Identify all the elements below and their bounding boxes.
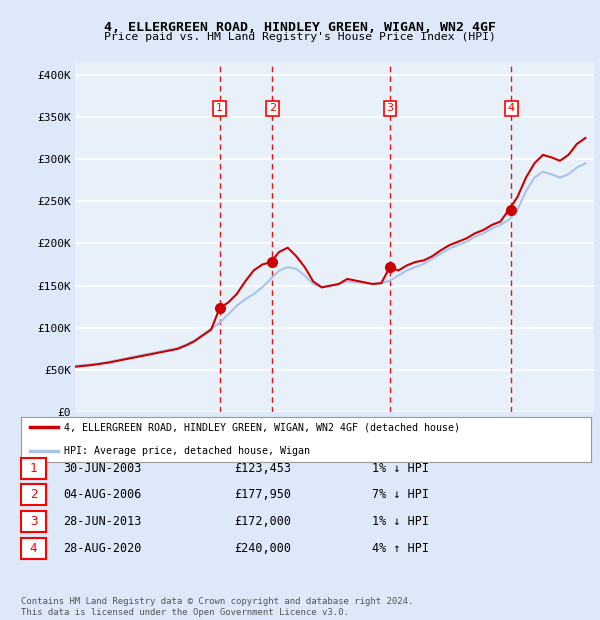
Text: 3: 3 [30, 515, 37, 528]
Text: £240,000: £240,000 [234, 542, 291, 554]
Text: Price paid vs. HM Land Registry's House Price Index (HPI): Price paid vs. HM Land Registry's House … [104, 32, 496, 42]
Text: 7% ↓ HPI: 7% ↓ HPI [372, 489, 429, 501]
Text: 3: 3 [386, 104, 394, 113]
Text: Contains HM Land Registry data © Crown copyright and database right 2024.
This d: Contains HM Land Registry data © Crown c… [21, 598, 413, 617]
Text: 1% ↓ HPI: 1% ↓ HPI [372, 462, 429, 474]
Text: 4: 4 [30, 542, 37, 554]
Text: 4% ↑ HPI: 4% ↑ HPI [372, 542, 429, 554]
Text: £123,453: £123,453 [234, 462, 291, 474]
Text: 4, ELLERGREEN ROAD, HINDLEY GREEN, WIGAN, WN2 4GF: 4, ELLERGREEN ROAD, HINDLEY GREEN, WIGAN… [104, 21, 496, 34]
Text: 30-JUN-2003: 30-JUN-2003 [63, 462, 142, 474]
Text: £172,000: £172,000 [234, 515, 291, 528]
Text: 1: 1 [30, 462, 37, 474]
Text: 28-JUN-2013: 28-JUN-2013 [63, 515, 142, 528]
Text: 4, ELLERGREEN ROAD, HINDLEY GREEN, WIGAN, WN2 4GF (detached house): 4, ELLERGREEN ROAD, HINDLEY GREEN, WIGAN… [64, 422, 460, 432]
Text: 1% ↓ HPI: 1% ↓ HPI [372, 515, 429, 528]
Text: 04-AUG-2006: 04-AUG-2006 [63, 489, 142, 501]
Text: HPI: Average price, detached house, Wigan: HPI: Average price, detached house, Wiga… [64, 446, 310, 456]
Text: 4: 4 [508, 104, 515, 113]
Text: 1: 1 [216, 104, 223, 113]
Text: 2: 2 [269, 104, 276, 113]
Text: 28-AUG-2020: 28-AUG-2020 [63, 542, 142, 554]
Text: 2: 2 [30, 489, 37, 501]
Text: £177,950: £177,950 [234, 489, 291, 501]
